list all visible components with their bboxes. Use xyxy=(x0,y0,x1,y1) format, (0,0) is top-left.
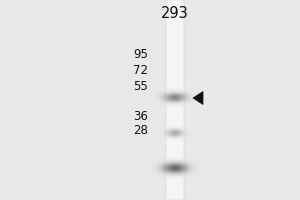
Text: 36: 36 xyxy=(133,110,148,122)
Text: 293: 293 xyxy=(161,6,189,21)
Text: 55: 55 xyxy=(133,79,148,92)
Text: 28: 28 xyxy=(133,124,148,138)
Bar xyxy=(166,0,184,200)
Text: 72: 72 xyxy=(133,64,148,76)
Text: 95: 95 xyxy=(133,48,148,62)
Polygon shape xyxy=(193,92,203,104)
